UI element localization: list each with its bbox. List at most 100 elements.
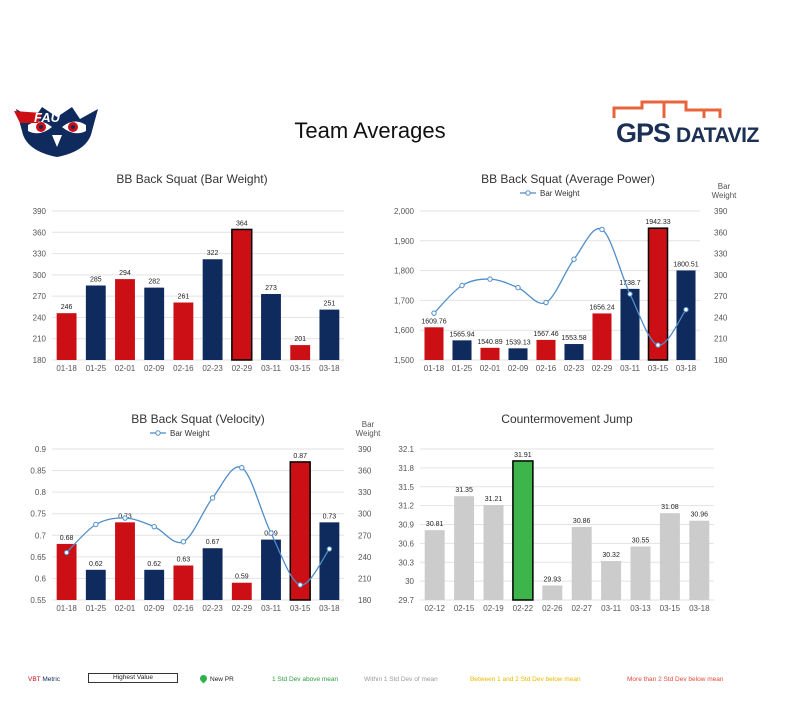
bar-value-label: 30.96 [691,512,709,519]
bar [689,520,710,600]
x-tick-label: 03-13 [630,604,651,613]
bar [56,313,77,360]
bar [601,560,622,600]
bar-value-label: 1656.24 [589,304,614,311]
x-tick-label: 02-23 [202,604,223,613]
bar-weight-point [459,282,465,289]
bar-value-label: 0.62 [147,561,161,568]
x-tick-label: 02-16 [173,364,194,373]
right-y-tick-label: 390 [714,207,728,216]
x-tick-label: 02-16 [536,364,557,373]
bar-value-label: 0.63 [177,556,191,563]
legend-vbt-text: VBT [28,676,41,683]
y-tick-label: 1,600 [394,326,415,335]
bar [290,345,311,360]
y-tick-label: 1,800 [394,267,415,276]
bar-value-label: 0.62 [89,561,103,568]
right-y-tick-label: 180 [358,596,372,605]
x-tick-label: 03-18 [319,364,340,373]
y-tick-label: 1,900 [394,237,415,246]
y-tick-label: 0.85 [30,467,46,476]
y-tick-label: 30.3 [398,558,414,567]
y-tick-label: 1,700 [394,296,415,305]
x-tick-label: 01-18 [56,604,77,613]
y-tick-label: 30.6 [398,539,414,548]
right-axis-label: Weight [712,191,738,200]
bar-value-label: 30.86 [573,518,591,525]
bar [564,344,584,360]
bar [319,522,340,600]
y-tick-label: 30 [405,577,414,586]
y-tick-label: 0.55 [30,596,46,605]
bar [452,340,472,360]
x-tick-label: 02-29 [232,604,253,613]
x-tick-label: 02-09 [144,604,165,613]
x-tick-label: 03-18 [676,364,697,373]
countermovement-jump-chart: Countermovement Jump 29.7 30 30.3 30.6 30.9 31… [398,412,714,613]
bar [647,227,669,361]
bar-weight-point [151,523,157,530]
bar [261,539,281,600]
x-tick-label: 02-09 [508,364,529,373]
y-tick-label: 0.9 [35,445,47,454]
right-axis-label: Weight [356,429,382,438]
legend-highest-value: Highest Value [88,673,178,683]
right-y-tick-label: 330 [714,250,728,259]
bar [424,327,444,360]
right-axis-label: Bar [362,420,375,429]
bar-value-label: 261 [178,294,190,301]
bar [289,461,311,601]
bar-weight-point [599,226,605,233]
bar [261,294,281,360]
right-y-tick-label: 390 [358,445,372,454]
right-y-tick-label: 270 [358,531,372,540]
bar [676,270,696,360]
bar-value-label: 1609.76 [421,318,446,325]
x-tick-label: 02-26 [542,604,563,613]
chart-title: Countermovement Jump [501,412,633,426]
bar [620,288,640,360]
bar-weight-point [122,515,128,521]
x-tick-label: 03-11 [620,364,640,373]
right-axis-label: Bar [718,182,731,191]
bar-weight-point [297,582,303,588]
x-tick-label: 02-23 [564,364,585,373]
y-tick-label: 270 [33,292,47,301]
bar [659,513,680,600]
y-tick-label: 330 [33,250,47,259]
x-tick-label: 02-01 [115,364,136,373]
right-y-tick-label: 360 [358,467,372,476]
bar-value-label: 1738.7 [619,280,641,287]
legend-vbt-metric: VBT Metric [28,676,60,683]
y-tick-label: 210 [33,335,47,344]
bar-weight-point [543,299,549,306]
x-tick-label: 03-15 [290,604,311,613]
bar [144,287,165,360]
bar-weight-point [209,495,216,501]
y-tick-label: 180 [33,356,47,365]
x-tick-label: 02-22 [513,604,534,613]
x-tick-label: 03-18 [319,604,340,613]
right-y-tick-label: 300 [358,510,372,519]
right-y-tick-label: 240 [358,553,372,562]
bar-weight-point [180,539,187,545]
bar [319,309,340,360]
bar [144,569,165,600]
bar [508,348,528,360]
bar-value-label: 1800.51 [673,261,698,268]
y-tick-label: 29.7 [398,596,414,605]
legend-metric-text: Metric [40,676,61,683]
bar-value-label: 1565.94 [449,331,474,338]
x-tick-label: 02-01 [115,604,136,613]
x-tick-label: 01-18 [56,364,77,373]
logo-gps-text: GPS [616,118,671,148]
bar-weight-point [268,530,274,536]
y-tick-label: 31.8 [398,464,414,473]
chart-title: BB Back Squat (Average Power) [481,172,655,186]
y-tick-label: 390 [33,207,47,216]
y-tick-label: 32.1 [398,445,414,454]
bar [231,228,253,361]
right-y-tick-label: 240 [714,313,728,322]
x-tick-label: 03-11 [261,364,281,373]
bar-weight-point [571,256,577,262]
